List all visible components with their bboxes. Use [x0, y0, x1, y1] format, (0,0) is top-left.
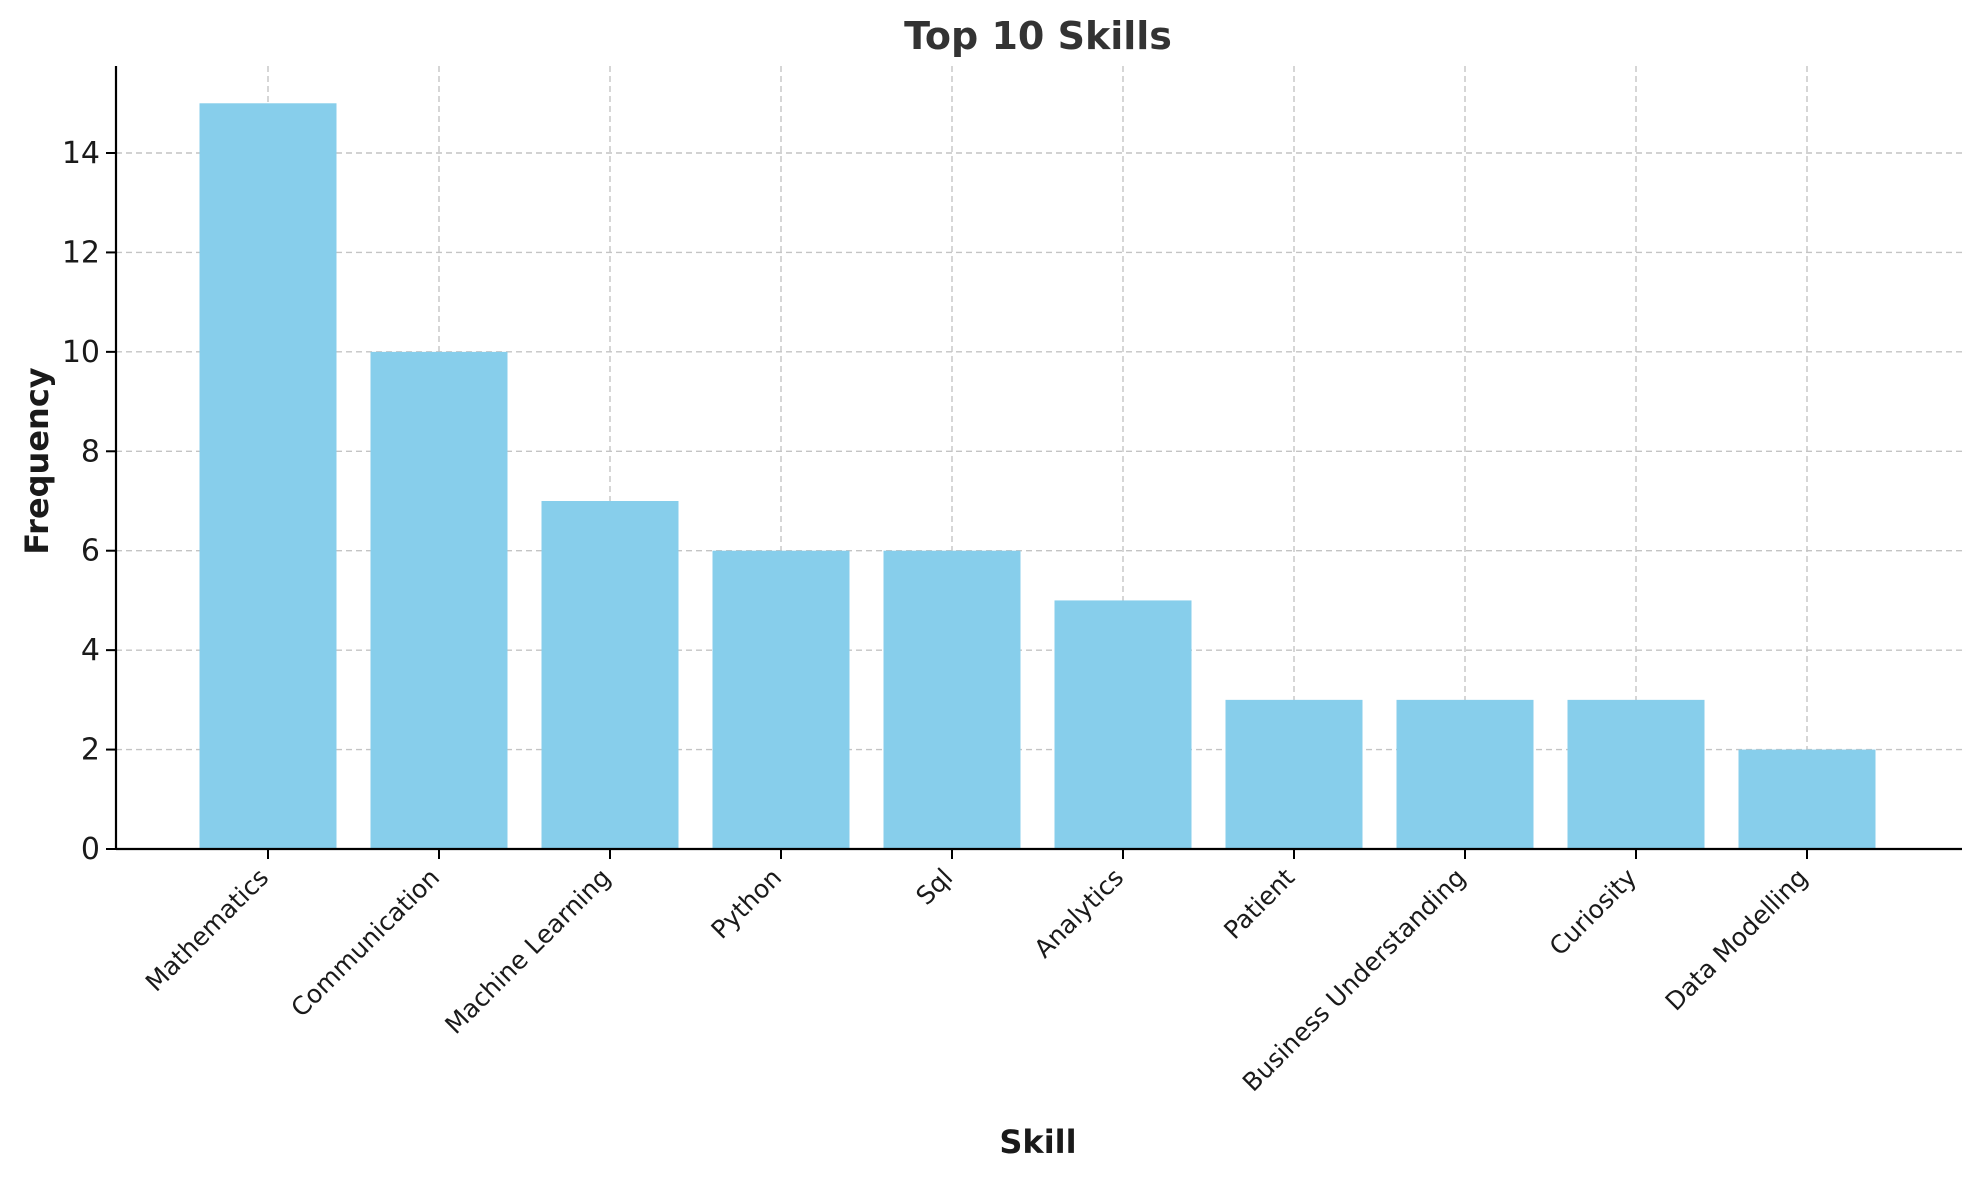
x-tick-label: Communication — [285, 863, 445, 1023]
chart-title: Top 10 Skills — [904, 14, 1172, 58]
bar — [541, 501, 679, 849]
x-tick-label: Mathematics — [140, 863, 274, 997]
bar — [1225, 699, 1363, 849]
y-axis-label: Frequency — [18, 367, 56, 554]
bar — [1738, 749, 1876, 849]
bar — [1054, 600, 1192, 849]
y-tick-label: 0 — [81, 832, 100, 867]
y-tick-label: 10 — [62, 335, 100, 370]
x-tick-label: Sql — [910, 863, 958, 911]
x-tick-label: Analytics — [1028, 863, 1129, 964]
y-tick-label: 8 — [81, 434, 100, 469]
y-tick-label: 2 — [81, 733, 100, 768]
bars — [199, 103, 1876, 850]
bar — [370, 351, 508, 849]
x-tick-label: Data Modelling — [1660, 863, 1814, 1017]
bar — [199, 103, 337, 850]
y-ticks: 0 2 4 6 8 10 12 14 — [62, 136, 116, 867]
x-tick-label: Curiosity — [1544, 863, 1643, 962]
bar — [1567, 699, 1705, 849]
x-tick-label: Machine Learning — [439, 863, 616, 1040]
grid — [116, 66, 1962, 850]
x-tick-label: Patient — [1218, 863, 1300, 945]
x-tick-label: Python — [705, 863, 787, 945]
y-tick-label: 4 — [81, 633, 100, 668]
bar — [883, 550, 1021, 849]
y-tick-label: 6 — [81, 534, 100, 569]
y-tick-label: 12 — [62, 235, 100, 270]
x-axis-label: Skill — [999, 1123, 1076, 1161]
bar — [1396, 699, 1534, 849]
y-tick-label: 14 — [62, 136, 100, 171]
axes — [114, 66, 1962, 851]
bar — [712, 550, 850, 849]
